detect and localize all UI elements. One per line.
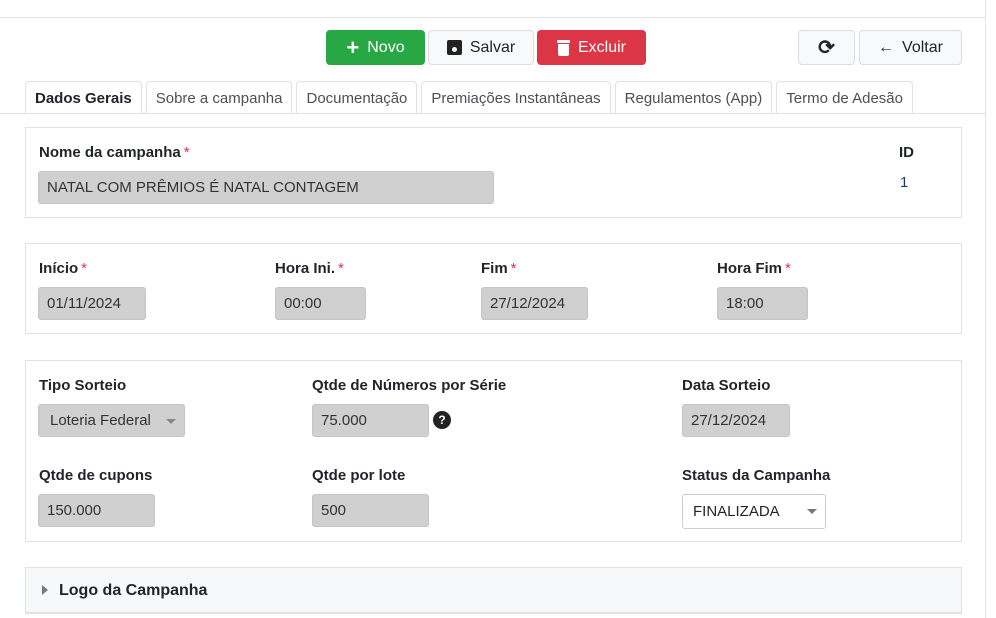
lot-input[interactable]: 500 [312, 494, 429, 527]
save-button[interactable]: Salvar [428, 30, 534, 65]
campaign-name-card: Nome da campanha * NATAL COM PRÊMIOS É NA… [25, 127, 962, 218]
help-icon[interactable]: ? [433, 411, 451, 429]
end-time-input[interactable]: 18:00 [717, 287, 808, 320]
tab-sobre-campanha[interactable]: Sobre a campanha [145, 81, 293, 114]
end-date-input[interactable]: 27/12/2024 [481, 287, 588, 320]
arrow-left-icon: ← [878, 38, 895, 56]
caret-down-icon [807, 509, 817, 514]
tab-bar: Dados Gerais Sobre a campanha Documentaç… [25, 81, 913, 114]
draw-type-select[interactable]: Loteria Federal [38, 404, 185, 437]
end-time-label: Hora Fim * [717, 260, 791, 277]
end-label: Fim * [481, 260, 517, 277]
tab-regulamentos[interactable]: Regulamentos (App) [614, 81, 773, 114]
back-button[interactable]: ← Voltar [859, 30, 962, 65]
caret-right-icon [42, 585, 48, 595]
tab-documentacao[interactable]: Documentação [296, 81, 418, 114]
draw-date-label: Data Sorteio [682, 377, 771, 394]
trash-icon [556, 39, 570, 56]
new-button[interactable]: + Novo [326, 30, 425, 65]
numbers-label: Qtde de Números por Série [312, 377, 507, 394]
floppy-icon [446, 40, 462, 55]
divider [0, 113, 985, 114]
tab-dados-gerais[interactable]: Dados Gerais [25, 81, 142, 114]
tab-termo-adesao[interactable]: Termo de Adesão [776, 81, 913, 114]
draw-card: Tipo Sorteio Loteria Federal Qtde de Núm… [25, 360, 962, 542]
logo-section-title: Logo da Campanha [59, 582, 208, 599]
status-label: Status da Campanha [682, 467, 831, 484]
lot-label: Qtde por lote [312, 467, 406, 484]
start-time-input[interactable]: 00:00 [275, 287, 366, 320]
coupons-label: Qtde de cupons [39, 467, 153, 484]
plus-icon: + [346, 34, 360, 60]
refresh-icon: ⟳ [818, 37, 835, 59]
start-label: Início * [39, 260, 88, 277]
id-label: ID [899, 144, 914, 161]
draw-date-input[interactable]: 27/12/2024 [682, 404, 790, 437]
start-time-label: Hora Ini. * [275, 260, 344, 277]
draw-type-label: Tipo Sorteio [39, 377, 127, 394]
scrollbar-track[interactable] [985, 0, 986, 618]
coupons-input[interactable]: 150.000 [38, 494, 155, 527]
tab-premiacoes[interactable]: Premiações Instantâneas [421, 81, 611, 114]
dates-card: Início * 01/11/2024 Hora Ini. * 00:00 Fim *… [25, 243, 962, 334]
status-select[interactable]: FINALIZADA [682, 494, 826, 529]
refresh-button[interactable]: ⟳ [798, 30, 855, 65]
caret-down-icon [166, 419, 176, 424]
logo-section[interactable]: Logo da Campanha [25, 567, 962, 614]
id-value: 1 [900, 174, 909, 191]
campaign-name-label: Nome da campanha * [39, 144, 190, 161]
numbers-input[interactable]: 75.000 [312, 404, 429, 437]
start-date-input[interactable]: 01/11/2024 [38, 287, 146, 320]
delete-button[interactable]: Excluir [537, 30, 646, 65]
campaign-name-input[interactable]: NATAL COM PRÊMIOS É NATAL CONTAGEM [38, 171, 494, 204]
divider [0, 17, 985, 18]
